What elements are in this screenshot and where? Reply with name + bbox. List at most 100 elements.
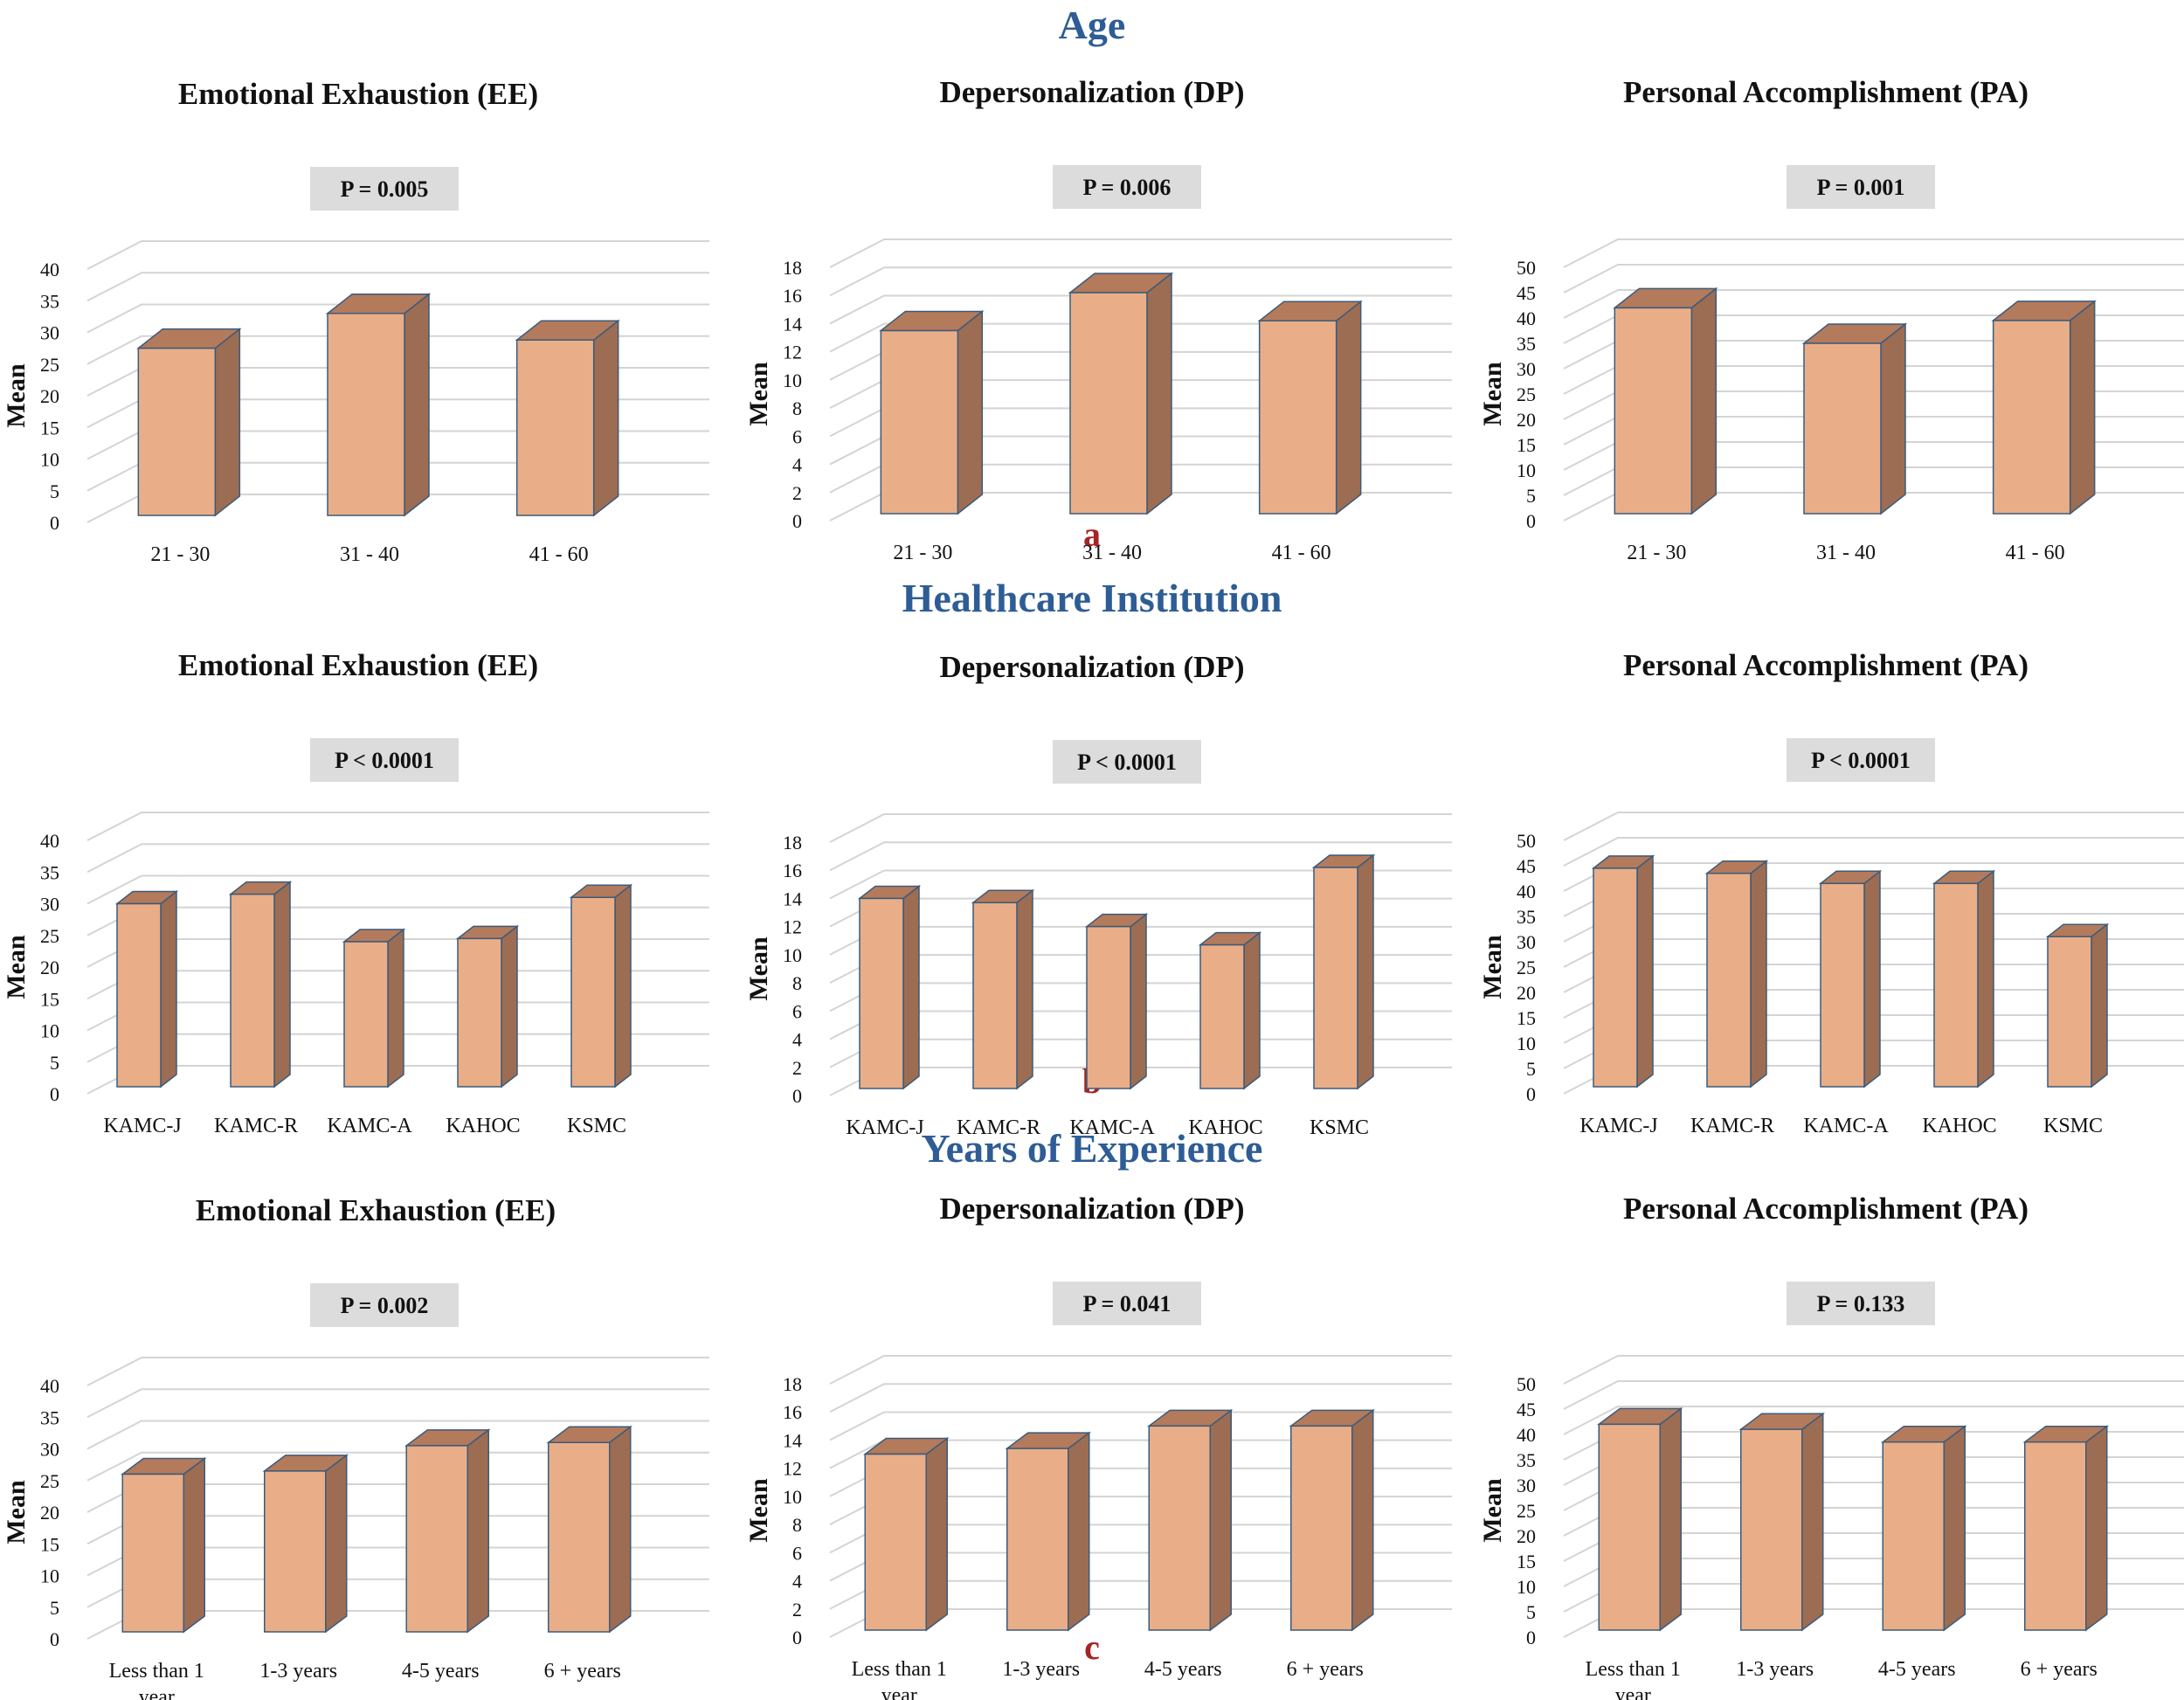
y-tick-label: 16 [783,1401,802,1423]
gridline [829,266,1452,297]
gridline [829,869,1452,900]
bar-front [1006,1448,1069,1631]
section-label-c: c [1084,1627,1100,1667]
gridline [829,1411,1452,1441]
gridline [1563,1406,2184,1435]
y-tick-label: 18 [783,1373,802,1395]
y-tick-label: 0 [1526,1083,1536,1105]
y-tick-label: 8 [792,1514,802,1536]
bar-front [1148,1425,1211,1631]
bar-front [230,893,275,1088]
y-tick-label: 10 [40,1565,59,1587]
bar-side [501,924,518,1088]
bar-side [1209,1408,1232,1632]
x-tick-label: 21 - 30 [1627,542,1686,564]
bar [1613,287,1718,515]
gridline [86,1451,709,1482]
chart-title: Depersonalization (DP) [939,650,1245,684]
y-tick-label: 6 [792,1000,802,1022]
chart-institution-dp: Depersonalization (DP) 0 2 4 6 8 10 12 14 16 18 Me… [743,650,1452,1139]
y-tick-label: 35 [40,1406,59,1428]
y-tick-label: 0 [50,512,59,534]
y-axis-label: Mean [1478,935,1507,999]
y-tick-label: 0 [792,510,802,532]
bar-side [1943,1425,1966,1632]
p-value-label: P = 0.006 [1083,175,1171,200]
bar [121,1457,207,1634]
x-tick-label: KSMC [567,1115,626,1137]
x-tick-label: KSMC [1310,1116,1369,1139]
bar-front [859,897,904,1089]
p-value-box [310,1283,459,1327]
y-axis-label: Mean [1478,1478,1507,1543]
gridline [1563,812,2184,841]
bar-side [1335,300,1362,515]
y-tick-label: 35 [1517,333,1536,355]
gridline [829,1383,1452,1413]
chart-plot-institution-ee: 0 5 10 15 20 25 30 35 40 Mean P < 0.0001 KAMC-J KAMC… [2,738,709,1137]
gridline [86,335,709,365]
chart-age-ee: Emotional Exhaustion (EE) 0 5 10 15 20 25 30 35… [0,77,709,566]
bar-side [1357,853,1374,1090]
bar-front [864,1453,927,1631]
y-tick-label: 35 [1517,1449,1536,1471]
bar-side [1636,854,1654,1088]
y-tick-label: 40 [1517,881,1536,902]
x-tick-label: Less than 1 year [109,1660,204,1700]
y-tick-label: 0 [1526,1627,1536,1648]
p-value-box [1053,165,1201,209]
y-tick-label: 30 [1517,1475,1536,1496]
bar-front [343,941,389,1088]
y-axis-label: Mean [744,1478,773,1543]
p-value-label: P = 0.002 [341,1293,429,1318]
y-tick-label: 5 [1526,1601,1536,1623]
bar-side [1690,287,1717,515]
bar [1932,869,1996,1088]
bar [863,1437,950,1632]
chart-title: Depersonalization (DP) [939,1192,1245,1226]
gridline [829,841,1452,872]
x-tick-label: 4-5 years [402,1660,480,1683]
y-tick-label: 16 [783,285,802,307]
bar [971,888,1035,1090]
y-tick-label: 45 [1517,855,1536,877]
y-tick-label: 14 [783,1429,802,1451]
y-tick-label: 30 [40,894,59,916]
chart-title: Emotional Exhaustion (EE) [177,77,539,111]
gridline [86,240,709,270]
y-tick-label: 10 [40,449,59,471]
bar-front [264,1470,327,1633]
bar [879,309,985,515]
bar [404,1428,491,1634]
bar [1084,913,1149,1090]
bar [1818,869,1883,1088]
x-tick-label: 1-3 years [259,1660,337,1683]
x-tick-label: 31 - 40 [340,543,399,566]
y-tick-label: 0 [792,1085,802,1107]
bar-front [570,896,616,1088]
y-tick-label: 40 [40,1375,59,1397]
x-tick-label: 41 - 60 [1272,542,1331,564]
section-label-a: a [1083,515,1101,554]
chart-institution-ee: Emotional Exhaustion (EE) 0 5 10 15 20 25 30 35… [0,648,709,1137]
x-tick-label: KAMC-J [1579,1115,1657,1137]
bar [1257,300,1363,515]
y-tick-label: 35 [40,290,59,312]
bar-side [1068,1431,1090,1632]
gridline [829,813,1452,843]
bar-front [548,1441,611,1633]
bar [1591,854,1655,1088]
y-tick-label: 10 [40,1020,59,1042]
bar [1991,300,2097,515]
y-tick-label: 10 [1517,1576,1536,1598]
bar-front [972,902,1018,1089]
y-axis-label: Mean [2,935,31,999]
p-value-box [310,738,459,782]
gridline [829,294,1452,325]
bar [1005,1431,1091,1632]
y-tick-label: 20 [1517,1525,1536,1547]
x-tick-label: KAHOC [446,1115,520,1137]
gridline [86,272,709,302]
x-tick-label: KAHOC [1922,1115,1996,1137]
y-tick-label: 40 [1517,1424,1536,1446]
